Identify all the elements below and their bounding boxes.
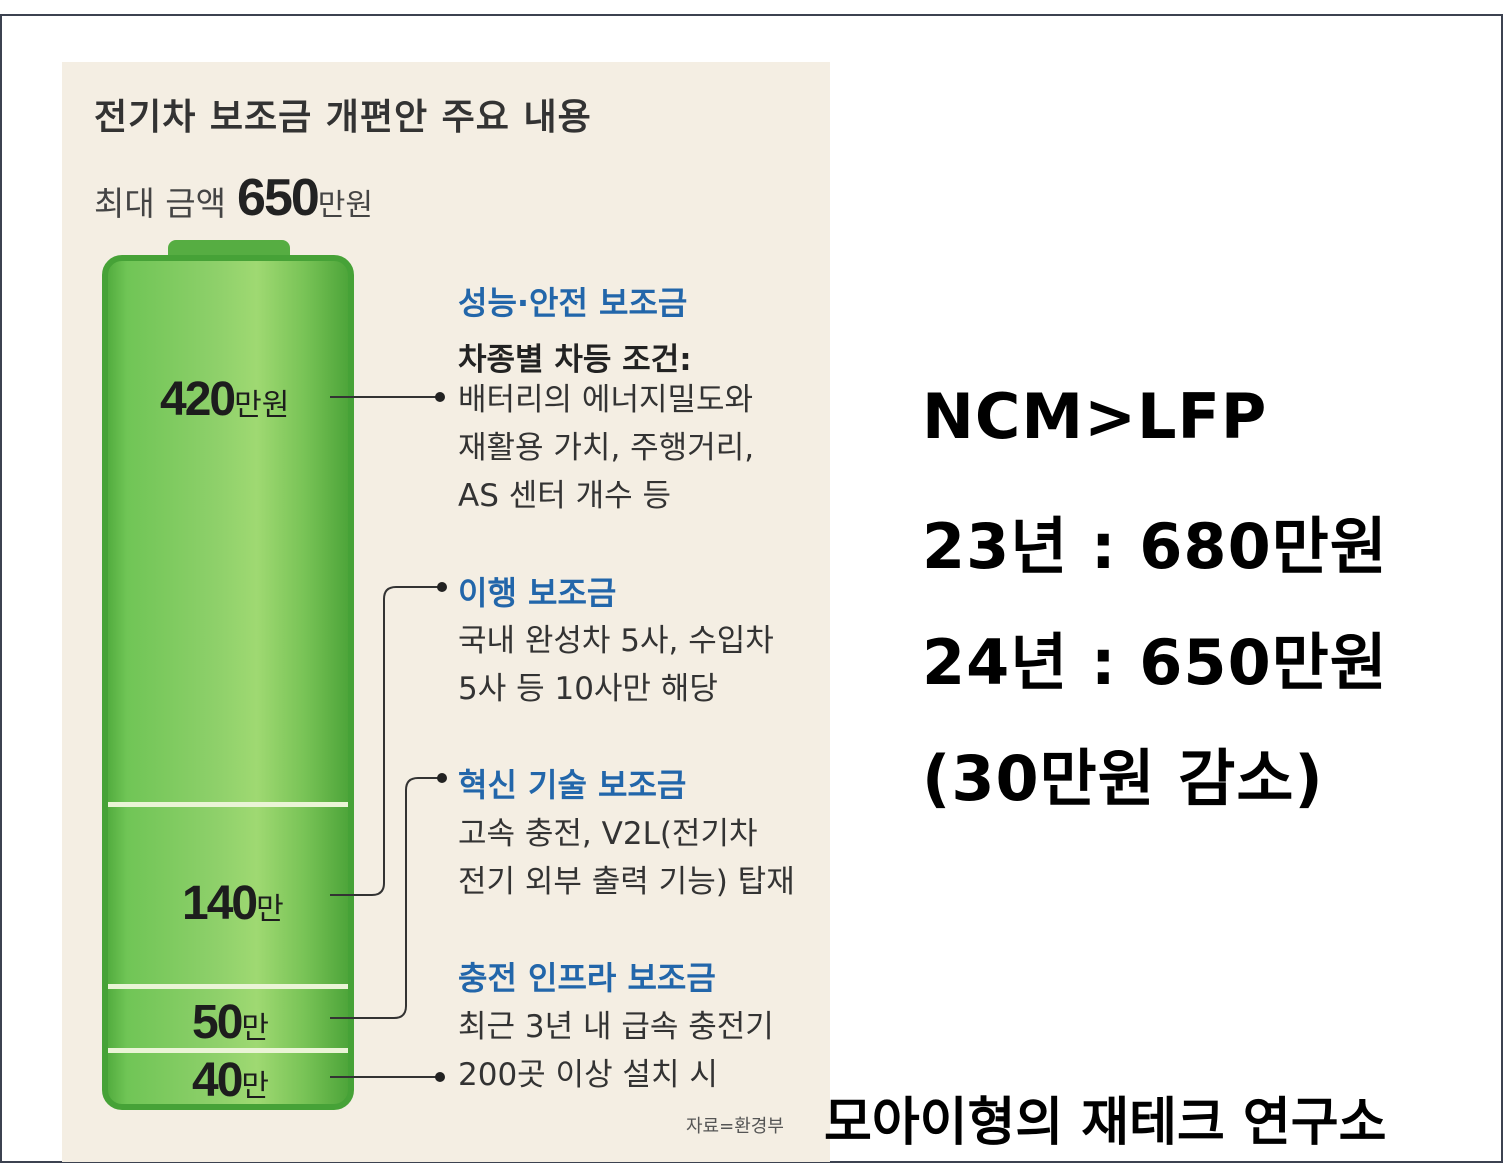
section-body-performance: 배터리의 에너지밀도와 재활용 가치, 주행거리, AS 센터 개수 등 bbox=[458, 376, 754, 520]
section-subtitle-performance: 차종별 차등 조건: bbox=[458, 342, 692, 378]
overlay-line-1: NCM>LFP bbox=[922, 380, 1268, 453]
segment-amount-innovation: 50만 bbox=[192, 995, 269, 1050]
section-body-charging: 최근 3년 내 급속 충전기 200곳 이상 설치 시 bbox=[458, 1003, 774, 1099]
battery-divider bbox=[108, 984, 348, 989]
section-line: 200곳 이상 설치 시 bbox=[458, 1057, 718, 1093]
max-amount-label: 최대 금액 bbox=[94, 184, 226, 223]
section-line: 최근 3년 내 급속 충전기 bbox=[458, 1009, 774, 1045]
max-amount: 최대 금액 650만원 bbox=[94, 168, 373, 228]
section-line: 5사 등 10사만 해당 bbox=[458, 671, 718, 707]
segment-unit: 만 bbox=[241, 1011, 269, 1046]
segment-unit: 만 bbox=[256, 892, 284, 927]
section-body-transition: 국내 완성차 5사, 수입차 5사 등 10사만 해당 bbox=[458, 617, 774, 713]
connector-dot bbox=[435, 1072, 445, 1082]
infographic-title: 전기차 보조금 개편안 주요 내용 bbox=[94, 97, 592, 138]
section-title-innovation: 혁신 기술 보조금 bbox=[458, 766, 687, 804]
connector-line bbox=[330, 777, 440, 1019]
section-line: 배터리의 에너지밀도와 bbox=[458, 382, 754, 418]
segment-value: 50 bbox=[192, 996, 243, 1049]
overlay-line-4: (30만원 감소) bbox=[922, 742, 1324, 815]
connector-dot bbox=[435, 392, 445, 402]
segment-amount-charging: 40만 bbox=[192, 1053, 269, 1108]
section-line: 고속 충전, V2L(전기차 bbox=[458, 816, 758, 852]
section-line: 전기 외부 출력 기능) 탑재 bbox=[458, 864, 795, 900]
segment-unit: 만 bbox=[241, 1069, 269, 1104]
overlay-line-3: 24년 : 650만원 bbox=[922, 626, 1388, 699]
max-amount-unit: 만원 bbox=[317, 188, 373, 223]
segment-unit: 만원 bbox=[234, 388, 290, 423]
segment-amount-transition: 140만 bbox=[182, 876, 284, 931]
section-body-innovation: 고속 충전, V2L(전기차 전기 외부 출력 기능) 탑재 bbox=[458, 810, 795, 906]
section-line: AS 센터 개수 등 bbox=[458, 478, 672, 514]
section-title-transition: 이행 보조금 bbox=[458, 574, 617, 612]
connector-dot bbox=[437, 773, 447, 783]
segment-value: 420 bbox=[160, 373, 236, 426]
brand-watermark: 모아이형의 재테크 연구소 bbox=[824, 1093, 1387, 1153]
battery-divider bbox=[108, 1048, 348, 1053]
segment-value: 40 bbox=[192, 1054, 243, 1107]
battery-divider bbox=[108, 802, 348, 807]
image-frame bbox=[0, 14, 1503, 1163]
connector-line bbox=[330, 586, 440, 896]
battery-graphic bbox=[102, 255, 354, 1110]
segment-amount-performance: 420만원 bbox=[160, 372, 289, 427]
section-title-performance: 성능·안전 보조금 bbox=[458, 284, 688, 322]
max-amount-value: 650 bbox=[237, 169, 320, 227]
source-credit: 자료=환경부 bbox=[686, 1116, 784, 1137]
overlay-line-2: 23년 : 680만원 bbox=[922, 510, 1388, 583]
segment-value: 140 bbox=[182, 877, 258, 930]
section-line: 국내 완성차 5사, 수입차 bbox=[458, 623, 774, 659]
section-line: 재활용 가치, 주행거리, bbox=[458, 430, 755, 466]
connector-dot bbox=[437, 582, 447, 592]
section-title-charging: 충전 인프라 보조금 bbox=[458, 959, 716, 997]
